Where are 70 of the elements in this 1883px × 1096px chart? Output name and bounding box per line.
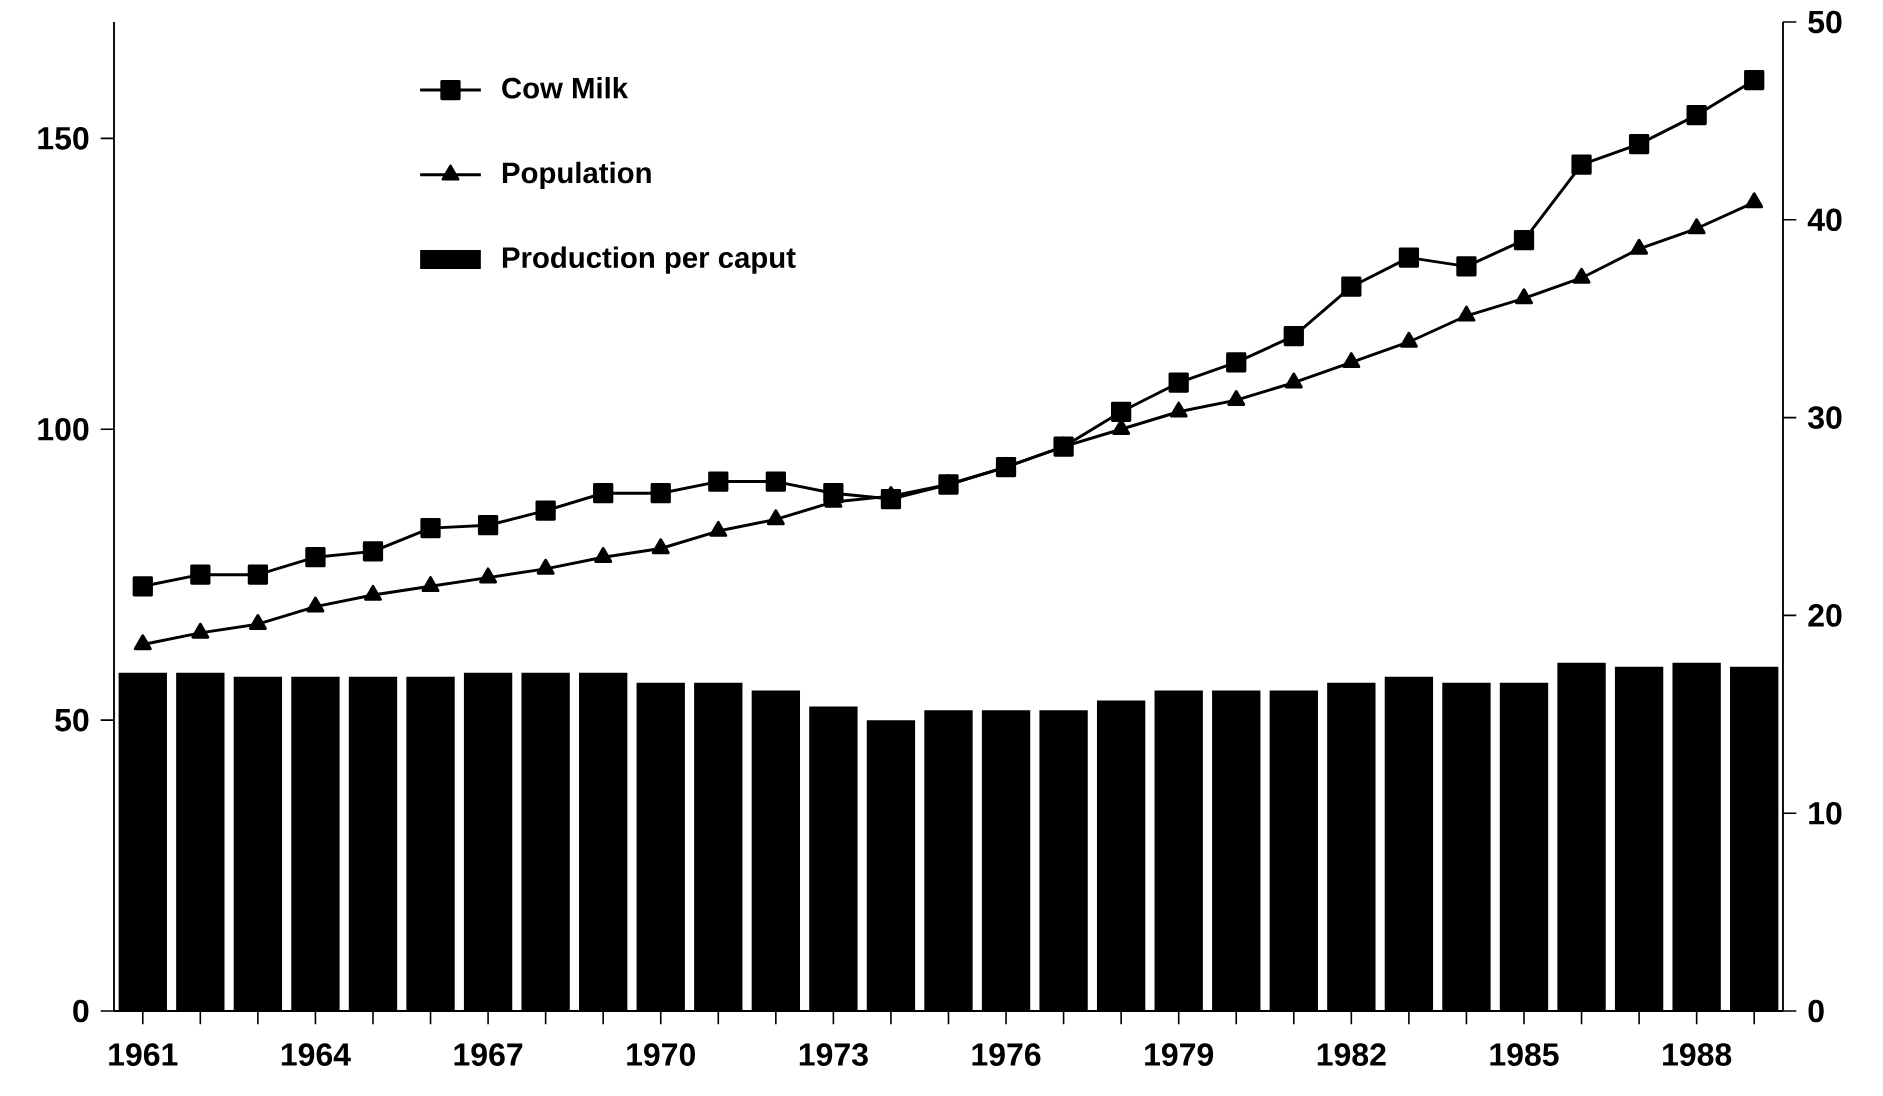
point (765, 471, 786, 492)
point (593, 483, 614, 504)
point (1398, 247, 1420, 268)
x-tick-label: 1967 (454, 1043, 523, 1066)
point (1686, 104, 1707, 126)
point (248, 613, 267, 630)
point (421, 576, 440, 593)
point (651, 538, 670, 555)
x-tick-label: 1973 (799, 1043, 868, 1066)
point (535, 500, 556, 521)
point (708, 471, 729, 492)
point (1169, 401, 1188, 418)
point (191, 622, 210, 639)
point (305, 547, 326, 568)
x-tick-label: 1985 (1490, 1043, 1559, 1066)
x-tick-label: 1976 (972, 1043, 1041, 1066)
y2-tick-label: 10 (1809, 801, 1842, 825)
point (1168, 372, 1189, 393)
point (1630, 238, 1649, 255)
point (1571, 154, 1592, 175)
point (1572, 267, 1591, 284)
point (1226, 352, 1247, 373)
x-tick-label: 1988 (1663, 1043, 1732, 1066)
point (362, 541, 384, 562)
y2-tick-label: 0 (1808, 999, 1824, 1023)
point (132, 576, 153, 597)
legend-label: Cow Milk (502, 77, 629, 99)
y2-tick-label: 30 (1807, 406, 1842, 429)
point (247, 564, 269, 585)
point (1341, 276, 1362, 297)
point (1342, 352, 1361, 369)
y2-tick-label: 50 (1808, 10, 1842, 34)
x-tick-label: 1979 (1145, 1043, 1214, 1066)
point (1227, 390, 1246, 406)
legend-label: Population (502, 161, 651, 190)
point (1744, 70, 1765, 91)
y2-tick-label: 20 (1808, 604, 1842, 627)
point (1457, 305, 1476, 322)
legend-label: Production per caput (502, 246, 796, 274)
point (420, 517, 441, 539)
y-tick-label: 0 (73, 999, 89, 1023)
point (190, 564, 211, 585)
x-tick-label: 1964 (281, 1043, 351, 1066)
point (650, 483, 671, 504)
point (1513, 230, 1535, 251)
point (1515, 288, 1533, 305)
point (766, 509, 785, 526)
x-tick-label: 1982 (1317, 1043, 1386, 1066)
point (594, 547, 613, 564)
point (1399, 331, 1418, 348)
y-tick-label: 50 (55, 708, 89, 732)
point (709, 520, 728, 537)
point (477, 515, 499, 536)
y-tick-label: 100 (38, 417, 89, 441)
point (306, 596, 325, 613)
x-tick-label: 1961 (109, 1043, 178, 1066)
point (133, 634, 152, 651)
y-tick-label: 150 (38, 127, 89, 150)
point (364, 584, 382, 601)
y2-tick-label: 40 (1807, 208, 1842, 232)
point (1687, 218, 1706, 235)
point (1111, 401, 1132, 422)
point (479, 567, 498, 584)
point (1456, 256, 1477, 277)
point (1628, 134, 1650, 155)
point (536, 558, 555, 575)
point (1284, 372, 1303, 389)
point (1745, 192, 1764, 209)
x-tick-label: 1970 (627, 1043, 695, 1066)
point (1283, 326, 1304, 347)
